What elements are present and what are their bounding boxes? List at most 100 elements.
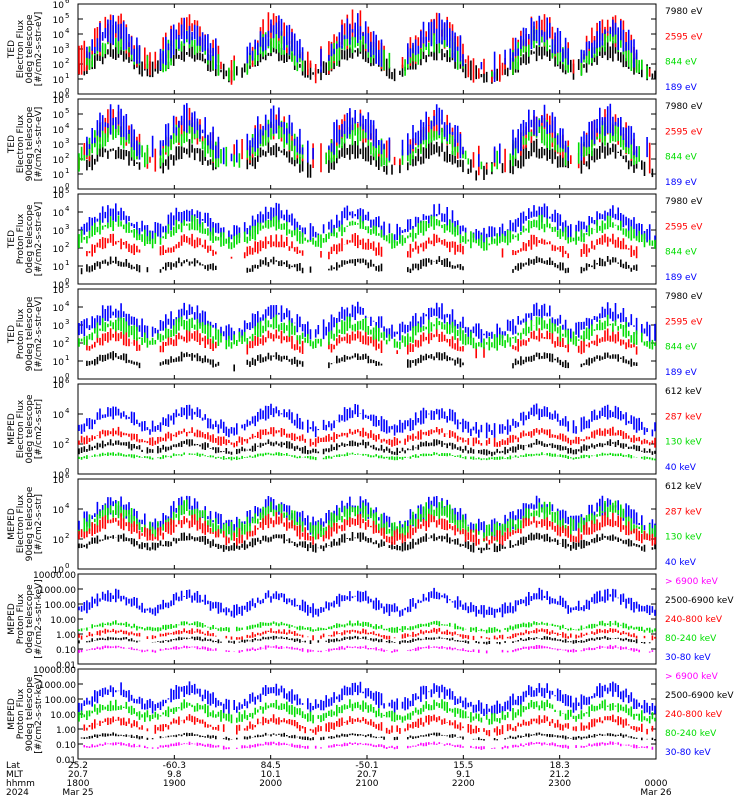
y-tick-exponent: 1: [65, 72, 69, 80]
time-axis-value: 21.2: [550, 770, 570, 780]
y-axis-label: Proton Flux: [16, 688, 26, 739]
y-axis-label: 0deg telescope: [25, 584, 35, 654]
time-axis-value: 2000: [259, 779, 282, 789]
series-130-kev-trace: [78, 452, 656, 461]
y-tick-exponent: 0: [65, 87, 69, 95]
y-tick-exponent: 3: [65, 137, 69, 145]
y-tick-label: 1000.00: [39, 586, 76, 596]
y-tick-label: 100.00: [45, 696, 77, 706]
y-axis-label: MEPED: [7, 603, 17, 635]
y-axis-label: Electron Flux: [16, 399, 26, 458]
legend-entry: 189 eV: [665, 83, 698, 93]
y-axis-label: TED: [7, 325, 17, 344]
series-2500-6900-kev-trace: [78, 635, 651, 645]
y-axis-label: Proton Flux: [16, 308, 26, 359]
y-tick-label: 10: [53, 476, 65, 486]
legend-entry: 2595 eV: [665, 317, 703, 327]
legend-entry: 7980 eV: [665, 7, 703, 17]
legend-entry: 80-240 keV: [665, 634, 717, 644]
series-30-80-kev-trace: [78, 587, 656, 618]
legend-entry: 189 eV: [665, 273, 698, 283]
legend-entry: 844 eV: [665, 58, 698, 68]
time-axis-value: 9.1: [456, 770, 470, 780]
y-tick-label: 0.01: [56, 661, 76, 671]
time-axis-value: 84.5: [261, 761, 281, 771]
panel-5-frame: [77, 383, 657, 475]
y-tick-exponent: 1: [65, 354, 69, 362]
time-axis-value: -50.1: [355, 761, 378, 771]
time-axis-value: 1900: [163, 779, 186, 789]
y-tick-exponent: 5: [65, 187, 69, 195]
y-axis-label: [#/cm2-s-str-eV]: [34, 107, 44, 182]
y-tick-label: 10: [53, 1, 65, 11]
y-axis-label: [#/cm2-s-str]: [34, 399, 44, 459]
y-tick-exponent: 2: [65, 241, 69, 249]
y-tick-label: 1.00: [56, 726, 76, 736]
time-axis-value: Mar 25: [62, 788, 93, 798]
y-tick-exponent: 4: [65, 205, 70, 213]
y-tick-label: 10: [53, 536, 65, 546]
y-tick-label: 10: [53, 441, 65, 451]
legend-entry: 844 eV: [665, 343, 698, 353]
y-tick-label: 10: [53, 191, 65, 201]
y-tick-label: 1000.00: [39, 681, 76, 691]
y-tick-label: 10: [53, 566, 65, 576]
series--6900-kev-trace: [83, 741, 654, 750]
y-tick-exponent: 2: [65, 532, 69, 540]
y-axis-label: 0deg telescope: [25, 394, 35, 464]
legend-entry: 30-80 keV: [665, 653, 711, 663]
y-tick-exponent: 2: [65, 57, 69, 65]
y-tick-exponent: 5: [65, 282, 69, 290]
y-axis-label: MEPED: [7, 508, 17, 540]
legend-entry: > 6900 keV: [665, 577, 719, 587]
y-tick-label: 10000.00: [33, 571, 76, 581]
panel-6-frame: [77, 478, 657, 570]
y-tick-exponent: 2: [65, 336, 69, 344]
y-tick-label: 10: [53, 16, 65, 26]
y-axis-label: Electron Flux: [16, 494, 26, 553]
legend-entry: 2595 eV: [665, 32, 703, 42]
legend-entry: 189 eV: [665, 368, 698, 378]
series-612-kev-trace: [78, 532, 656, 554]
panel-1-frame: [77, 3, 657, 95]
legend-entry: 40 keV: [665, 558, 697, 568]
time-axis-value: Mar 26: [640, 788, 672, 798]
y-axis-label: MEPED: [7, 413, 17, 445]
y-axis-label: [#/cm2-s-str-eV]: [34, 297, 44, 372]
y-tick-label: 10: [53, 171, 65, 181]
time-axis-row-label: Lat: [6, 761, 21, 771]
y-tick-exponent: 4: [65, 502, 70, 510]
legend-entry: 2500-6900 keV: [665, 691, 734, 701]
y-tick-exponent: 6: [65, 472, 70, 480]
y-tick-label: 10: [53, 471, 65, 481]
y-tick-label: 10: [53, 31, 65, 41]
y-tick-exponent: 3: [65, 318, 69, 326]
y-tick-label: 10: [53, 358, 65, 368]
series-287-kev-trace: [78, 512, 656, 546]
y-tick-exponent: 4: [65, 300, 70, 308]
y-axis-label: 0deg telescope: [25, 14, 35, 84]
panel-3-frame: [77, 193, 657, 285]
y-tick-exponent: 0: [65, 467, 69, 475]
y-axis-label: 90deg telescope: [25, 486, 35, 561]
series-612-kev-trace: [78, 439, 656, 457]
y-tick-label: 10: [53, 322, 65, 332]
series--6900-kev-trace: [78, 644, 654, 654]
y-tick-label: 10: [53, 286, 65, 296]
y-tick-label: 10: [53, 126, 65, 136]
panel-7-frame: [77, 573, 657, 665]
legend-entry: 130 keV: [665, 533, 702, 543]
y-axis-label: 90deg telescope: [25, 106, 35, 181]
y-tick-label: 10: [53, 227, 65, 237]
y-tick-exponent: 5: [65, 12, 69, 20]
series-2500-6900-kev-trace: [80, 732, 656, 741]
series-189-ev-trace: [80, 202, 656, 244]
time-axis-value: 2300: [548, 779, 571, 789]
legend-entry: 240-800 keV: [665, 615, 723, 625]
y-tick-exponent: 0: [65, 277, 69, 285]
panel-4-frame: [77, 288, 657, 380]
series-2595-ev-trace: [86, 327, 638, 359]
y-tick-label: 0.10: [56, 646, 76, 656]
series-2595-ev-trace: [86, 233, 638, 260]
